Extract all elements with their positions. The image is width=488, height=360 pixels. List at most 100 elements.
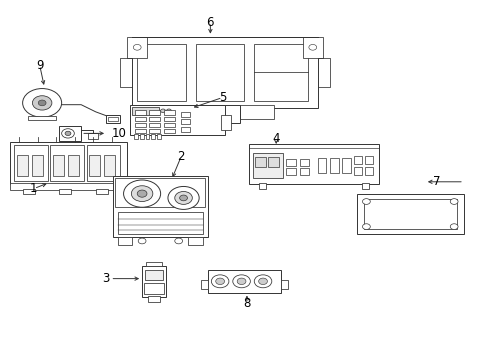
Bar <box>254 44 307 101</box>
Bar <box>361 183 368 189</box>
Bar <box>148 296 159 302</box>
Bar <box>329 158 338 173</box>
Bar <box>145 134 149 139</box>
Bar <box>299 159 309 166</box>
Bar <box>210 105 239 123</box>
Bar <box>255 157 265 167</box>
Text: 2: 2 <box>177 150 184 163</box>
Text: 1: 1 <box>30 182 38 195</box>
Text: 9: 9 <box>36 59 43 72</box>
Circle shape <box>362 224 369 229</box>
Text: 10: 10 <box>112 127 126 140</box>
Bar <box>188 237 203 244</box>
Bar <box>317 158 326 173</box>
Bar <box>113 176 207 237</box>
Circle shape <box>32 96 52 110</box>
Bar <box>363 199 456 229</box>
Text: 3: 3 <box>102 272 109 285</box>
Bar <box>157 105 190 119</box>
Bar <box>10 183 127 190</box>
Circle shape <box>133 44 141 50</box>
Bar <box>353 167 361 175</box>
Bar <box>285 168 295 175</box>
Bar <box>53 155 64 176</box>
Bar <box>200 280 208 289</box>
Bar <box>86 145 120 181</box>
Bar <box>142 266 165 297</box>
Bar <box>135 111 145 115</box>
Bar <box>364 167 372 175</box>
Circle shape <box>123 180 160 207</box>
Bar <box>285 159 295 166</box>
Bar <box>17 155 28 176</box>
Circle shape <box>167 186 199 210</box>
Bar <box>239 105 273 119</box>
Bar <box>207 270 281 293</box>
Bar <box>151 134 155 139</box>
Bar <box>135 123 145 127</box>
Bar <box>10 142 127 184</box>
Bar <box>59 126 81 140</box>
Bar <box>267 157 278 167</box>
Circle shape <box>174 192 192 204</box>
Circle shape <box>166 109 171 113</box>
Circle shape <box>449 199 457 204</box>
Bar <box>134 134 138 139</box>
Bar <box>149 117 160 121</box>
Bar <box>181 127 189 132</box>
Bar <box>364 156 372 164</box>
Circle shape <box>449 224 457 229</box>
Circle shape <box>308 44 316 50</box>
Bar <box>157 134 161 139</box>
Text: 7: 7 <box>432 175 440 188</box>
Bar <box>132 107 159 115</box>
Bar <box>96 189 108 194</box>
Bar <box>118 212 203 234</box>
Circle shape <box>138 238 146 244</box>
Bar <box>195 44 244 101</box>
Circle shape <box>131 186 153 202</box>
Text: 5: 5 <box>219 91 226 104</box>
Circle shape <box>211 275 228 288</box>
Bar <box>137 44 185 101</box>
Bar <box>118 237 132 244</box>
Bar <box>163 123 174 127</box>
Bar <box>259 183 266 189</box>
Bar <box>127 37 147 58</box>
Bar <box>303 37 322 58</box>
Bar <box>132 37 317 108</box>
Bar <box>14 145 47 181</box>
Circle shape <box>174 238 182 244</box>
Bar <box>356 194 463 234</box>
Bar <box>146 262 161 266</box>
Bar <box>145 270 162 280</box>
Circle shape <box>237 278 245 284</box>
Bar <box>163 117 174 121</box>
Bar <box>280 280 288 289</box>
Bar <box>68 155 79 176</box>
Bar <box>104 155 115 176</box>
Bar <box>149 129 160 134</box>
Text: 6: 6 <box>206 16 214 29</box>
Bar <box>149 111 160 115</box>
Circle shape <box>254 275 271 288</box>
Bar <box>108 117 118 121</box>
Circle shape <box>215 278 224 284</box>
Circle shape <box>362 199 369 204</box>
Bar <box>181 112 189 117</box>
Bar <box>135 129 145 134</box>
Bar <box>341 158 350 173</box>
Bar <box>140 134 143 139</box>
Text: 8: 8 <box>243 297 250 310</box>
Circle shape <box>61 129 74 138</box>
Circle shape <box>22 89 61 117</box>
Bar <box>163 129 174 134</box>
Bar <box>130 105 224 135</box>
Circle shape <box>258 278 267 284</box>
Bar <box>144 283 163 294</box>
Bar <box>299 168 309 175</box>
Circle shape <box>38 100 46 106</box>
Bar <box>221 116 230 130</box>
Bar <box>249 144 378 184</box>
Bar <box>88 134 98 139</box>
